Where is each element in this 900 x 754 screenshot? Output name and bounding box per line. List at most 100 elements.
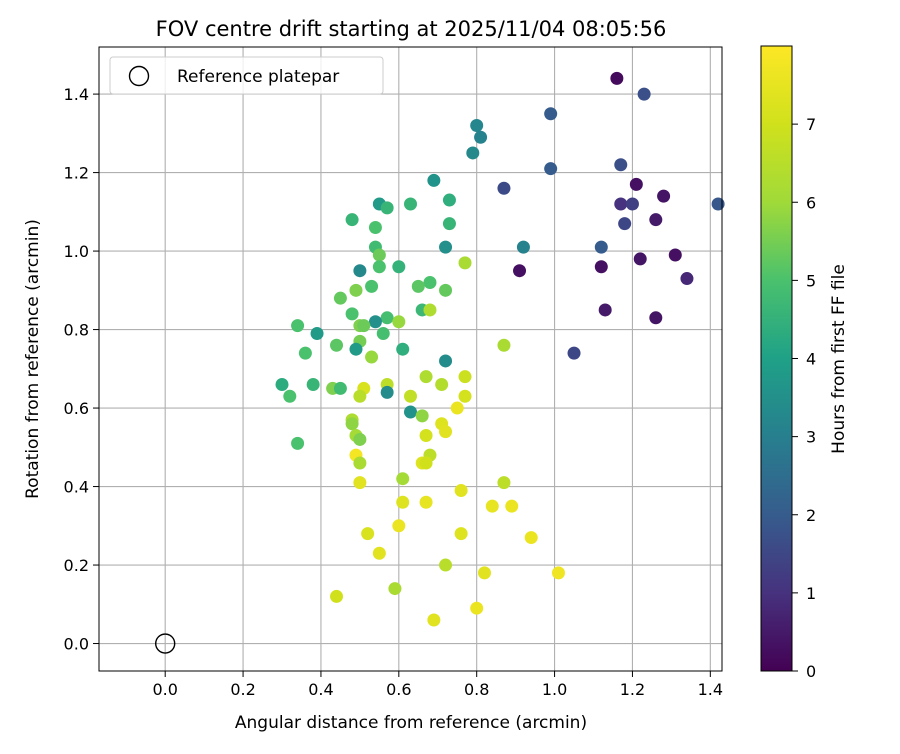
data-point [637,87,651,101]
data-point [353,264,367,278]
data-point [349,283,363,297]
data-point [291,436,305,450]
colorbar-tick-label: 0 [806,662,816,681]
data-point [598,303,612,317]
data-point [439,558,453,572]
data-point [594,240,608,254]
data-point [372,546,386,560]
x-tick-label: 0.2 [230,680,255,699]
data-point [516,240,530,254]
data-point [368,221,382,235]
data-point [330,338,344,352]
y-tick-label: 1.0 [64,242,89,261]
data-point [442,217,456,231]
data-point [614,158,628,172]
x-tick-label: 0.8 [464,680,489,699]
colorbar-tick-label: 2 [806,506,816,525]
data-point [392,315,406,329]
data-point [361,527,375,541]
data-point [442,193,456,207]
data-point [411,279,425,293]
data-point [365,350,379,364]
data-point [396,342,410,356]
colorbar-ticks: 0 1 2 3 4 5 6 7 [792,115,816,681]
data-point [439,240,453,254]
y-axis-label: Rotation from reference (arcmin) [23,219,43,499]
data-point [353,476,367,490]
data-point [567,346,581,360]
colorbar [760,45,793,672]
data-point [345,307,359,321]
data-points [275,71,725,627]
data-point [470,601,484,615]
data-point [629,177,643,191]
data-point [474,130,488,144]
data-point [283,389,297,403]
data-point [439,354,453,368]
data-point [333,291,347,305]
data-point [404,389,417,403]
data-point [458,370,472,384]
y-tick-label: 0.6 [64,399,89,418]
data-point [450,401,464,415]
data-point [524,531,538,545]
reference-marker [154,633,176,654]
legend-label: Reference platepar [177,67,339,87]
data-point [419,495,433,509]
data-point [466,146,480,160]
data-point [368,315,382,329]
data-point [439,425,453,439]
data-point [633,252,647,266]
colorbar-tick-label: 6 [806,193,816,212]
data-point [388,582,402,596]
data-point [618,217,632,231]
y-tick-label: 1.2 [64,164,89,183]
y-tick-label: 0.4 [64,478,89,497]
data-point [419,429,433,443]
data-point [306,378,320,392]
data-point [392,260,406,274]
data-point [439,283,453,297]
data-point [470,118,484,132]
data-point [380,385,394,399]
data-point [649,213,663,227]
data-point [458,389,472,403]
x-axis-ticks: 0.0 0.2 0.4 0.6 0.8 1.0 1.2 1.4 [152,671,723,699]
y-tick-label: 0.0 [64,635,89,654]
data-point [594,260,608,274]
data-point [349,342,363,356]
data-point [396,472,410,486]
data-point [625,197,639,211]
data-point [396,495,410,509]
data-point [275,378,289,392]
data-point [345,213,359,227]
data-point [423,303,437,317]
data-point [357,319,371,333]
data-point [380,311,394,325]
data-point [513,264,527,278]
data-point [353,432,367,446]
x-axis-label: Angular distance from reference (arcmin) [235,713,587,733]
y-tick-label: 1.4 [64,85,89,104]
data-point [649,311,663,325]
data-point [404,197,417,211]
data-point [614,197,628,211]
colorbar-tick-label: 4 [806,350,816,369]
data-point [404,405,417,419]
data-point [454,483,468,497]
data-point [415,409,429,423]
colorbar-tick-label: 7 [806,115,816,134]
x-tick-label: 1.2 [620,680,645,699]
data-point [435,378,449,392]
data-point [353,456,367,470]
colorbar-tick-label: 5 [806,271,816,290]
x-tick-label: 0.6 [386,680,411,699]
data-point [298,346,312,360]
x-tick-label: 0.0 [152,680,177,699]
data-point [365,279,379,293]
legend-box [109,56,384,95]
data-point [330,589,344,603]
data-point [376,326,390,340]
data-point [310,326,324,340]
